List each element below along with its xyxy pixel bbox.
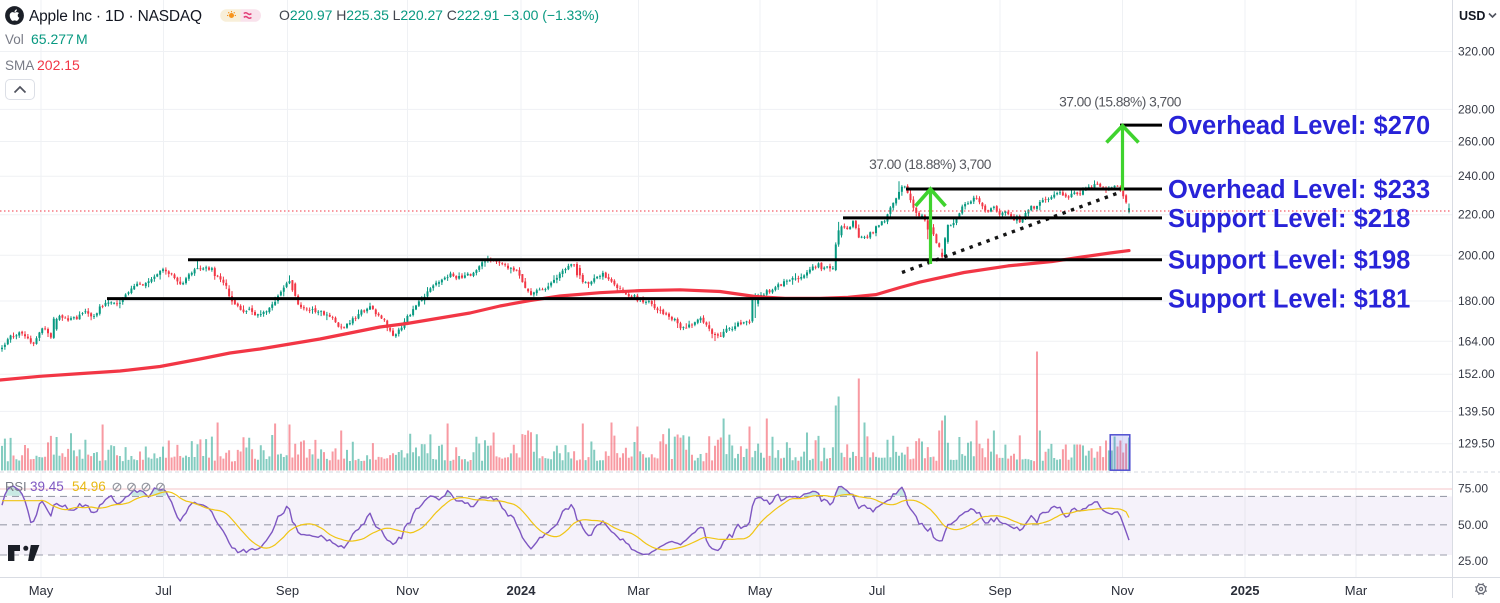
svg-text:Mar: Mar xyxy=(627,583,650,598)
svg-text:39.45: 39.45 xyxy=(30,479,64,494)
svg-text:180.00: 180.00 xyxy=(1458,294,1495,308)
svg-text:50.00: 50.00 xyxy=(1458,518,1488,532)
svg-text:Apple Inc · 1D · NASDAQ: Apple Inc · 1D · NASDAQ xyxy=(29,8,202,25)
svg-text:260.00: 260.00 xyxy=(1458,135,1495,149)
svg-text:75.00: 75.00 xyxy=(1458,481,1488,495)
svg-text:Mar: Mar xyxy=(1345,583,1368,598)
svg-text:2024: 2024 xyxy=(507,583,537,598)
svg-text:129.50: 129.50 xyxy=(1458,437,1495,451)
svg-text:Support Level: $198: Support Level: $198 xyxy=(1168,247,1410,275)
svg-text:SMA: SMA xyxy=(5,58,34,73)
svg-text:320.00: 320.00 xyxy=(1458,45,1495,59)
svg-text:164.00: 164.00 xyxy=(1458,334,1495,348)
svg-text:May: May xyxy=(748,583,773,598)
svg-text:200.00: 200.00 xyxy=(1458,248,1495,262)
svg-text:Support Level: $181: Support Level: $181 xyxy=(1168,286,1410,314)
svg-text:Jul: Jul xyxy=(155,583,172,598)
svg-text:Sep: Sep xyxy=(276,583,299,598)
svg-text:280.00: 280.00 xyxy=(1458,102,1495,116)
svg-text:152.00: 152.00 xyxy=(1458,367,1495,381)
svg-text:Vol: Vol xyxy=(5,32,24,47)
svg-text:Jul: Jul xyxy=(869,583,886,598)
svg-text:37.00 (15.88%) 3,700: 37.00 (15.88%) 3,700 xyxy=(1059,95,1182,110)
svg-text:O220.97 H225.35 L220.27 C222.9: O220.97 H225.35 L220.27 C222.91 −3.00 (−… xyxy=(279,7,599,23)
svg-text:220.00: 220.00 xyxy=(1458,208,1495,222)
svg-text:139.50: 139.50 xyxy=(1458,404,1495,418)
svg-text:37.00 (18.88%) 3,700: 37.00 (18.88%) 3,700 xyxy=(869,157,992,172)
svg-text:2025: 2025 xyxy=(1231,583,1260,598)
svg-text:M: M xyxy=(76,31,88,47)
svg-text:Support Level: $218: Support Level: $218 xyxy=(1168,205,1410,233)
svg-text:Nov: Nov xyxy=(1111,583,1135,598)
svg-text:Overhead Level: $233: Overhead Level: $233 xyxy=(1168,176,1430,204)
svg-text:25.00: 25.00 xyxy=(1458,554,1488,568)
svg-text:65.277: 65.277 xyxy=(31,31,74,47)
svg-text:Overhead Level: $270: Overhead Level: $270 xyxy=(1168,112,1430,140)
svg-text:RSI: RSI xyxy=(5,479,27,494)
svg-text:54.96: 54.96 xyxy=(72,479,106,494)
svg-text:240.00: 240.00 xyxy=(1458,169,1495,183)
svg-text:USD: USD xyxy=(1459,9,1485,23)
svg-text:Nov: Nov xyxy=(396,583,420,598)
svg-text:202.15: 202.15 xyxy=(37,57,80,73)
svg-text:May: May xyxy=(29,583,54,598)
svg-text:Sep: Sep xyxy=(988,583,1011,598)
